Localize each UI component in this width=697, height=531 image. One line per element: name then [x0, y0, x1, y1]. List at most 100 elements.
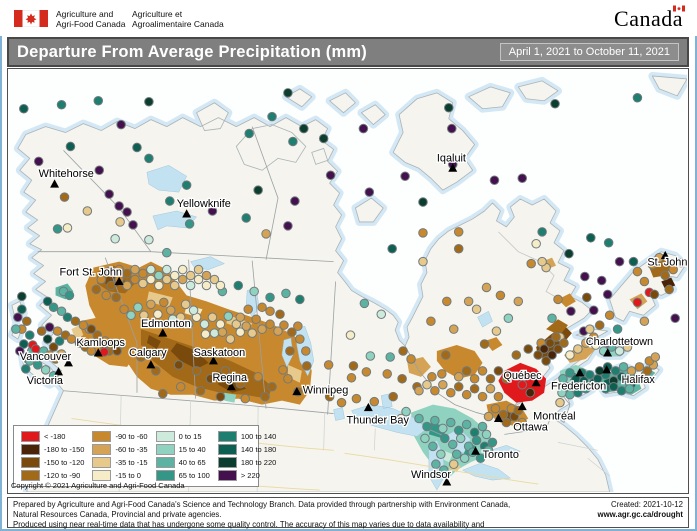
station-dot [364, 187, 375, 197]
station-dot [94, 165, 105, 176]
station-dot [396, 413, 406, 424]
station-dot [388, 391, 398, 402]
legend-swatch [92, 457, 112, 468]
station-dot [471, 304, 482, 315]
legend-label: -120 to -90 [44, 471, 81, 480]
station-dot [398, 346, 408, 356]
station-dot [185, 280, 196, 291]
station-dot [193, 264, 204, 275]
station-dot [588, 305, 599, 316]
city-marker [471, 446, 481, 455]
station-dot [165, 305, 176, 316]
station-dot [418, 197, 428, 207]
station-dot [588, 332, 599, 342]
station-dot [361, 367, 372, 377]
drought-url[interactable]: www.agr.gc.ca/drought [597, 510, 684, 520]
station-dot [64, 290, 75, 301]
city-marker [363, 402, 373, 412]
station-dot [479, 339, 490, 349]
station-dot [453, 425, 464, 436]
station-dot [541, 356, 551, 366]
station-dot [453, 227, 464, 237]
station-dot [430, 385, 440, 396]
station-dot [565, 350, 575, 360]
station-dot [209, 328, 220, 338]
station-dot [244, 128, 254, 139]
station-dot [56, 349, 67, 359]
station-dot [215, 391, 226, 402]
station-dot [299, 123, 309, 134]
station-dot [453, 381, 464, 392]
legend-label: 180 to 220 [240, 458, 277, 467]
station-dot [200, 329, 211, 339]
city-label: Victoria [27, 375, 64, 387]
legend-item: < -180 [21, 431, 84, 442]
station-dot [159, 297, 169, 308]
station-dot [426, 316, 436, 326]
city-label: Halifax [622, 374, 656, 386]
station-dot [475, 453, 486, 464]
station-dot [96, 274, 107, 285]
station-dot [42, 334, 53, 344]
station-dot [346, 373, 357, 383]
station-dot [553, 294, 563, 305]
station-dot [114, 264, 124, 275]
station-dot [139, 310, 149, 321]
station-dot [112, 346, 122, 356]
station-dot [100, 336, 110, 346]
station-dot [267, 111, 277, 122]
station-dot [15, 346, 25, 356]
legend-swatch [155, 470, 175, 481]
station-dot [201, 270, 212, 281]
station-dot [215, 319, 226, 329]
station-dot [201, 280, 212, 291]
station-dot [111, 292, 121, 303]
station-dot [173, 360, 184, 370]
city-marker [448, 163, 458, 172]
city-label: St. John's [647, 257, 687, 269]
station-dot [649, 289, 660, 300]
station-dot [257, 324, 267, 334]
station-dot [19, 103, 29, 114]
city-label: Calgary [129, 347, 167, 359]
station-dot [205, 374, 216, 384]
station-dot [233, 280, 244, 291]
station-dot [283, 374, 293, 384]
station-dot [86, 324, 97, 334]
station-dot [526, 258, 536, 269]
dept-name-english: Agriculture and Agri-Food Canada [56, 9, 126, 29]
city-markers-layer: Whitehorse Yellowknife Iqaluit Fort St. Joh… [19, 151, 687, 486]
station-dot [555, 397, 565, 408]
station-dot [93, 96, 104, 106]
station-dot [11, 324, 21, 334]
station-dot [251, 314, 261, 324]
station-dot [301, 346, 311, 356]
station-dot [345, 330, 356, 340]
station-dot [288, 136, 298, 147]
station-dot [56, 99, 67, 110]
station-dot [154, 270, 164, 281]
station-dot [241, 213, 251, 223]
city-label: Iqaluit [437, 152, 466, 164]
station-dot [501, 417, 512, 428]
station-dot [664, 284, 674, 295]
legend-swatch [92, 470, 112, 481]
station-dot [461, 419, 472, 430]
map-copyright: Copyright © 2021 Agriculture and Agri-Fo… [11, 481, 185, 490]
created-block: Created: 2021-10-12 www.agr.gc.ca/drough… [598, 500, 684, 525]
map-canvas[interactable]: Whitehorse Yellowknife Iqaluit Fort St. Joh… [7, 68, 689, 494]
station-dot [24, 356, 35, 366]
station-dot [676, 257, 686, 268]
city-label: Winnipeg [303, 385, 348, 397]
city-marker [114, 276, 124, 285]
station-dot [175, 381, 186, 392]
station-dot [501, 374, 512, 384]
federal-header: Agriculture and Agri-Food Canada Agricul… [0, 0, 697, 36]
station-dot [24, 330, 35, 340]
station-dot [48, 342, 59, 352]
station-dot [323, 360, 334, 370]
station-dot [195, 385, 206, 396]
station-dot [517, 417, 528, 428]
station-dot [249, 286, 259, 297]
station-dot [191, 366, 202, 376]
